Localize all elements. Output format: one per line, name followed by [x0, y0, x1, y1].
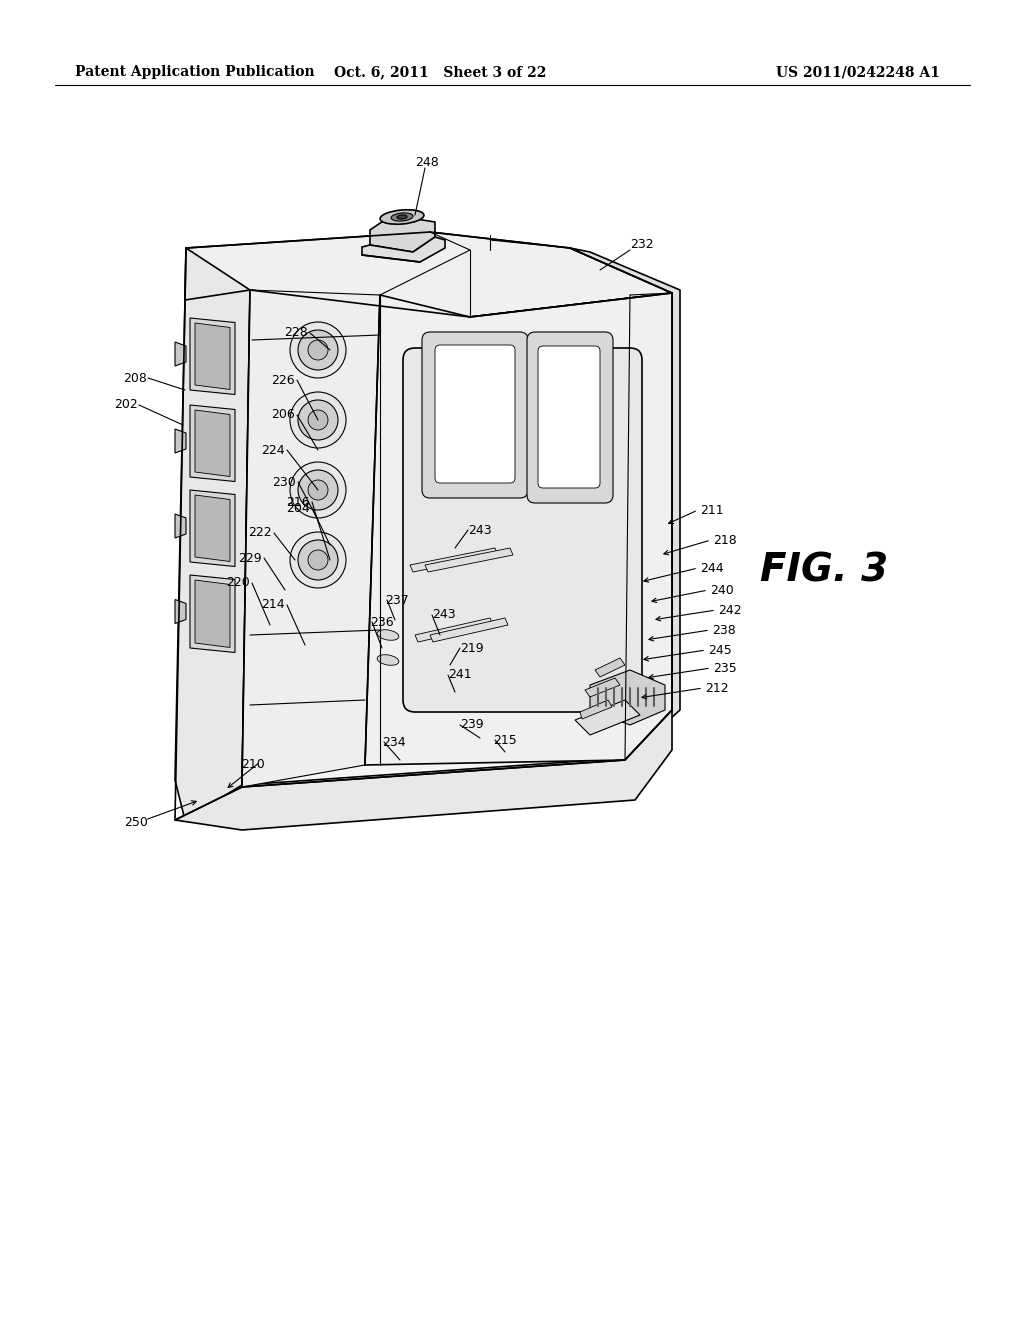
Text: 238: 238: [712, 623, 736, 636]
Text: 241: 241: [449, 668, 472, 681]
Text: 215: 215: [493, 734, 517, 747]
FancyBboxPatch shape: [538, 346, 600, 488]
Polygon shape: [175, 710, 672, 830]
Polygon shape: [585, 678, 620, 697]
Text: 208: 208: [123, 371, 147, 384]
FancyBboxPatch shape: [403, 348, 642, 711]
Polygon shape: [242, 290, 380, 787]
Polygon shape: [365, 293, 672, 766]
Text: 214: 214: [261, 598, 285, 611]
Circle shape: [308, 341, 328, 360]
Polygon shape: [175, 248, 250, 820]
Text: 224: 224: [261, 444, 285, 457]
Ellipse shape: [377, 655, 399, 665]
Text: 243: 243: [432, 609, 456, 622]
Text: 216: 216: [287, 495, 310, 508]
Circle shape: [290, 532, 346, 587]
Text: FIG. 3: FIG. 3: [760, 550, 888, 589]
Text: 250: 250: [124, 817, 148, 829]
Text: 210: 210: [242, 759, 265, 771]
Text: 228: 228: [285, 326, 308, 339]
Polygon shape: [175, 429, 186, 453]
Circle shape: [290, 322, 346, 378]
Ellipse shape: [380, 210, 424, 224]
Text: 248: 248: [415, 157, 438, 169]
Circle shape: [298, 540, 338, 579]
Polygon shape: [190, 490, 234, 566]
FancyBboxPatch shape: [435, 345, 515, 483]
Polygon shape: [175, 513, 186, 539]
Polygon shape: [185, 232, 672, 317]
Text: Oct. 6, 2011   Sheet 3 of 22: Oct. 6, 2011 Sheet 3 of 22: [334, 65, 546, 79]
Polygon shape: [195, 323, 230, 389]
Polygon shape: [425, 548, 513, 572]
Text: 234: 234: [382, 735, 406, 748]
Text: 226: 226: [271, 374, 295, 387]
Text: 218: 218: [713, 533, 736, 546]
Ellipse shape: [377, 630, 399, 640]
Text: 232: 232: [630, 239, 653, 252]
Text: 219: 219: [460, 642, 483, 655]
Text: 229: 229: [239, 552, 262, 565]
Polygon shape: [575, 700, 640, 735]
Text: 245: 245: [708, 644, 732, 656]
Text: 220: 220: [226, 577, 250, 590]
Text: 243: 243: [468, 524, 492, 536]
Polygon shape: [595, 657, 625, 677]
Text: 244: 244: [700, 561, 724, 574]
Polygon shape: [362, 238, 445, 261]
Circle shape: [290, 392, 346, 447]
Text: 240: 240: [710, 583, 734, 597]
Circle shape: [290, 462, 346, 517]
Polygon shape: [190, 576, 234, 652]
Text: 237: 237: [385, 594, 409, 606]
Text: 239: 239: [460, 718, 483, 731]
Polygon shape: [370, 215, 435, 252]
Text: 222: 222: [249, 527, 272, 540]
Text: US 2011/0242248 A1: US 2011/0242248 A1: [776, 65, 940, 79]
Text: 235: 235: [713, 661, 736, 675]
Circle shape: [298, 470, 338, 510]
FancyBboxPatch shape: [422, 333, 528, 498]
Text: 242: 242: [718, 603, 741, 616]
Circle shape: [298, 330, 338, 370]
Polygon shape: [415, 618, 493, 642]
Circle shape: [298, 400, 338, 440]
Text: 212: 212: [705, 681, 729, 694]
Text: 206: 206: [271, 408, 295, 421]
Polygon shape: [190, 405, 234, 482]
FancyBboxPatch shape: [527, 333, 613, 503]
Polygon shape: [195, 579, 230, 648]
Text: Patent Application Publication: Patent Application Publication: [75, 65, 314, 79]
Ellipse shape: [397, 215, 407, 219]
Polygon shape: [590, 671, 665, 725]
Circle shape: [308, 411, 328, 430]
Polygon shape: [195, 495, 230, 561]
Circle shape: [308, 480, 328, 500]
Text: 202: 202: [115, 399, 138, 412]
Polygon shape: [570, 248, 680, 758]
Polygon shape: [195, 411, 230, 477]
Polygon shape: [175, 599, 186, 623]
Text: 230: 230: [272, 475, 296, 488]
Polygon shape: [242, 290, 672, 785]
Polygon shape: [580, 700, 612, 719]
Text: 236: 236: [370, 615, 393, 628]
Polygon shape: [410, 548, 498, 572]
Polygon shape: [430, 618, 508, 642]
Text: 204: 204: [287, 502, 310, 515]
Polygon shape: [190, 318, 234, 395]
Ellipse shape: [391, 213, 413, 220]
Polygon shape: [175, 342, 186, 366]
Circle shape: [308, 550, 328, 570]
Text: 211: 211: [700, 503, 724, 516]
